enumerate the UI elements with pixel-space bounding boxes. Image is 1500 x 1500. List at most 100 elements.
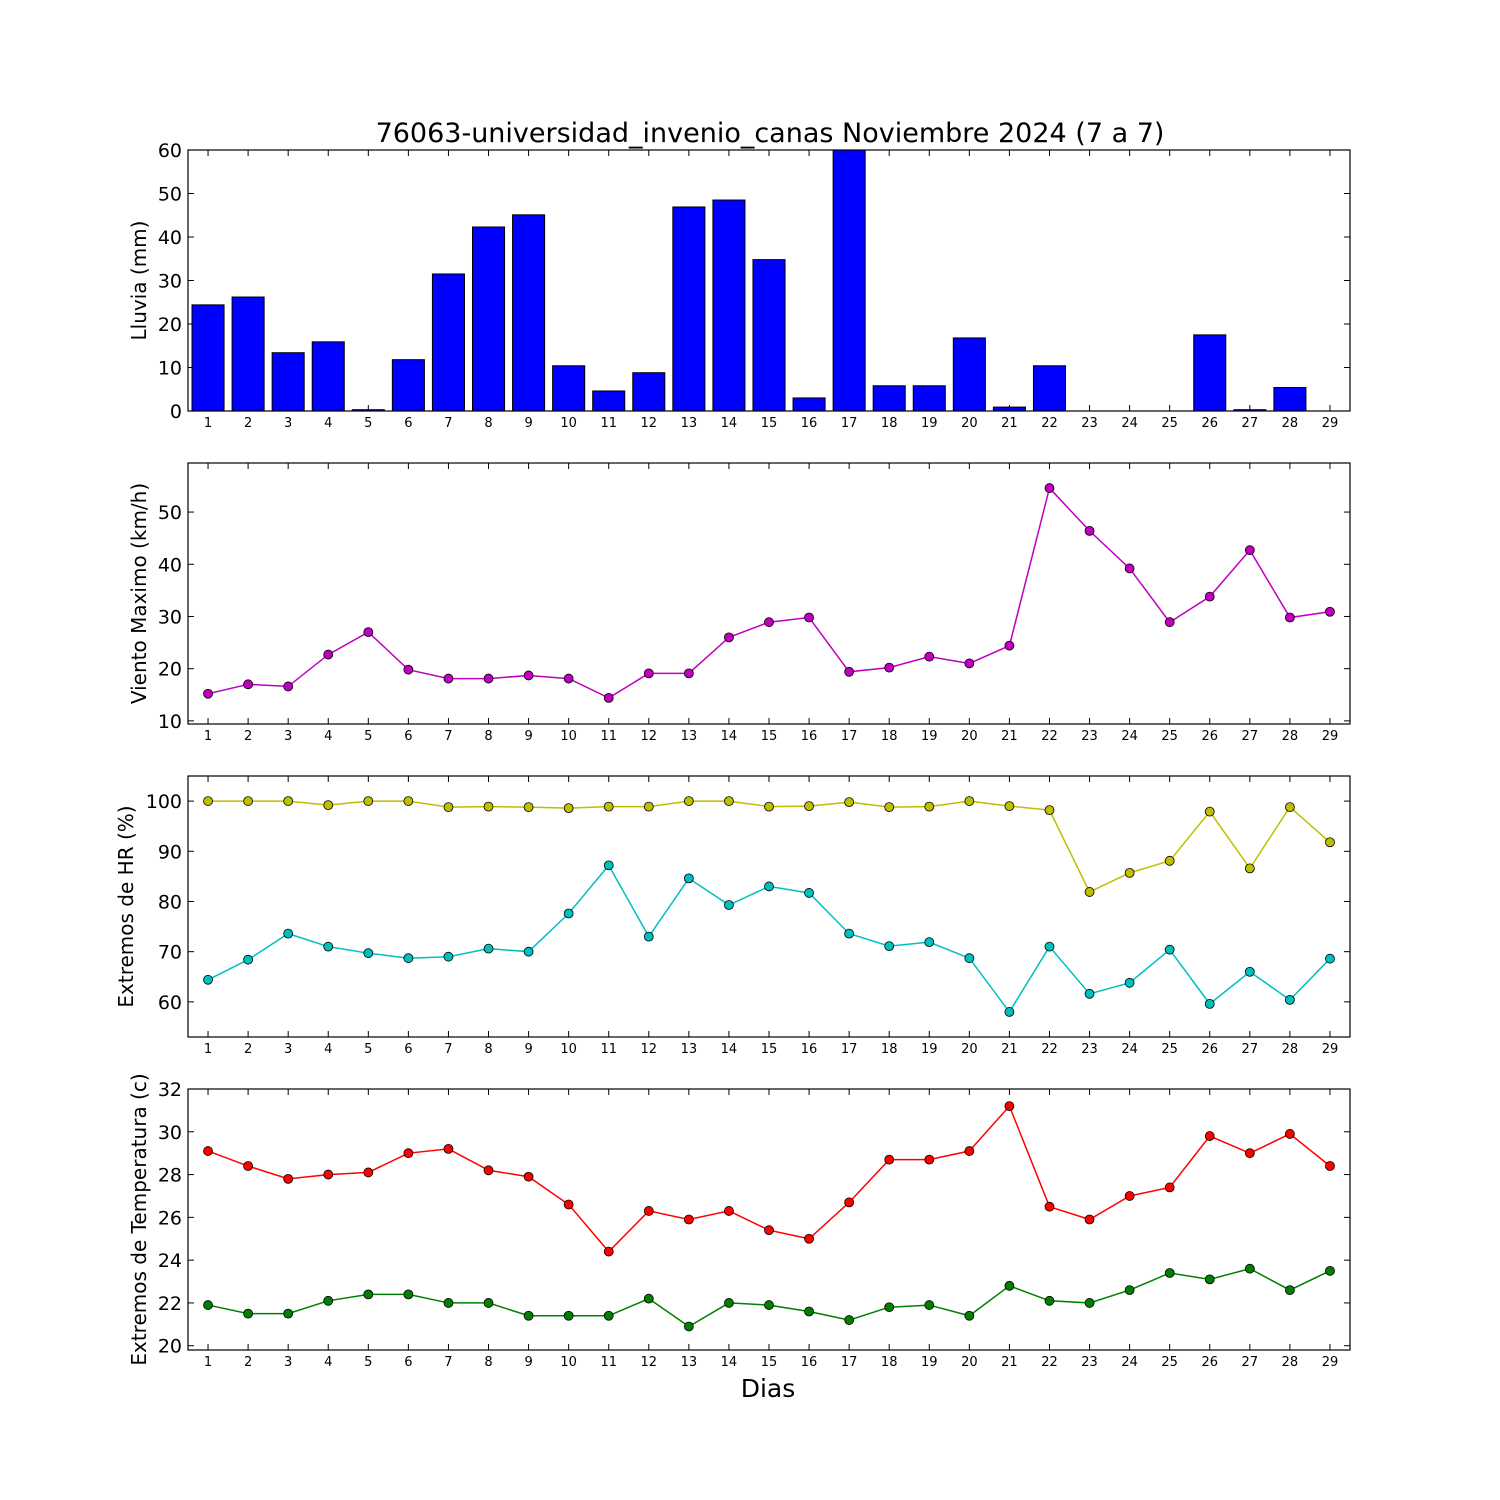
- x-tick-label: 14: [721, 1355, 738, 1370]
- point-day-13: [683, 1214, 694, 1225]
- point-day-10: [563, 1310, 574, 1321]
- point-day-18: [884, 662, 895, 673]
- x-tick-label: 11: [600, 1042, 617, 1057]
- x-tick-label: 24: [1121, 1042, 1138, 1057]
- point-day-3: [283, 928, 294, 939]
- x-tick-label: 27: [1242, 1355, 1259, 1370]
- point-day-10: [563, 673, 574, 684]
- y-tick-label: 80: [158, 891, 182, 913]
- point-day-29: [1325, 1161, 1335, 1171]
- x-tick-label: 4: [324, 1355, 332, 1370]
- point-day-15: [764, 617, 774, 628]
- x-tick-label: 3: [284, 416, 292, 431]
- x-tick-label: 25: [1161, 416, 1178, 431]
- x-tick-label: 10: [560, 1042, 577, 1057]
- point-day-11: [603, 801, 614, 812]
- x-tick-label: 10: [560, 1355, 577, 1370]
- point-day-16: [804, 888, 814, 898]
- x-tick-label: 21: [1001, 416, 1018, 431]
- bar-day-11: [592, 390, 626, 412]
- point-day-11: [603, 860, 614, 871]
- bar-day-7: [431, 273, 465, 412]
- point-day-20: [964, 953, 975, 964]
- y-axis-label: Viento Maximo (km/h): [127, 483, 151, 704]
- point-day-26: [1204, 1131, 1215, 1141]
- bar-day-17: [832, 149, 866, 412]
- point-day-9: [523, 1171, 534, 1182]
- x-tick-label: 15: [761, 1355, 778, 1370]
- point-day-8: [483, 943, 494, 954]
- y-tick-label: 70: [158, 942, 182, 964]
- x-tick-label: 5: [364, 1042, 372, 1057]
- x-tick-label: 6: [404, 1355, 412, 1370]
- x-tick-label: 20: [961, 729, 978, 744]
- point-day-22: [1044, 483, 1055, 493]
- x-tick-label: 8: [484, 416, 492, 431]
- x-tick-label: 18: [881, 416, 898, 431]
- x-tick-label: 24: [1121, 729, 1138, 744]
- point-day-18: [884, 802, 895, 813]
- y-tick-label: 50: [158, 184, 182, 206]
- x-tick-label: 9: [524, 416, 532, 431]
- point-day-26: [1204, 998, 1215, 1009]
- x-tick-label: 17: [841, 729, 858, 744]
- bar-day-28: [1273, 387, 1307, 412]
- point-day-17: [844, 797, 855, 807]
- point-day-14: [724, 632, 734, 643]
- x-tick-label: 11: [600, 1355, 617, 1370]
- point-day-9: [523, 946, 534, 957]
- bar-day-19: [912, 385, 946, 412]
- point-day-16: [804, 612, 814, 623]
- bar-day-26: [1193, 334, 1227, 412]
- point-day-27: [1244, 1263, 1255, 1274]
- point-day-12: [643, 668, 654, 679]
- point-day-4: [323, 1169, 334, 1180]
- point-day-17: [844, 928, 855, 939]
- x-tick-label: 9: [524, 1355, 532, 1370]
- y-tick-label: 10: [158, 711, 182, 733]
- x-tick-label: 6: [404, 729, 412, 744]
- point-day-20: [964, 796, 975, 806]
- x-tick-label: 2: [244, 729, 252, 744]
- x-tick-label: 22: [1041, 1355, 1058, 1370]
- x-tick-label: 19: [921, 416, 938, 431]
- point-day-1: [203, 688, 213, 699]
- bar-day-3: [271, 352, 305, 412]
- point-day-2: [243, 954, 254, 965]
- x-tick-label: 5: [364, 416, 372, 431]
- point-day-26: [1204, 806, 1215, 817]
- x-tick-label: 10: [560, 416, 577, 431]
- y-tick-label: 22: [158, 1293, 182, 1315]
- x-tick-label: 4: [324, 1042, 332, 1057]
- bar-day-4: [311, 341, 345, 412]
- point-day-24: [1124, 563, 1135, 574]
- point-day-6: [403, 664, 414, 675]
- point-day-23: [1084, 1298, 1095, 1308]
- bar-day-13: [672, 206, 706, 412]
- point-day-11: [603, 1310, 614, 1321]
- point-day-7: [443, 1144, 454, 1154]
- point-day-4: [323, 1295, 334, 1306]
- point-day-5: [363, 1289, 374, 1300]
- x-tick-label: 23: [1081, 1042, 1098, 1057]
- point-day-18: [884, 1154, 895, 1165]
- x-tick-label: 28: [1282, 729, 1299, 744]
- x-tick-label: 17: [841, 1355, 858, 1370]
- x-tick-label: 5: [364, 1355, 372, 1370]
- y-tick-label: 100: [146, 791, 182, 813]
- point-day-10: [563, 908, 574, 919]
- x-tick-label: 3: [284, 1355, 292, 1370]
- point-day-5: [363, 627, 374, 638]
- point-day-12: [643, 1293, 654, 1304]
- x-tick-label: 19: [921, 729, 938, 744]
- point-day-29: [1325, 837, 1335, 848]
- bar-day-12: [632, 372, 666, 412]
- x-tick-label: 6: [404, 416, 412, 431]
- x-tick-label: 8: [484, 1042, 492, 1057]
- x-tick-label: 28: [1282, 1355, 1299, 1370]
- y-tick-label: 50: [158, 502, 182, 524]
- x-tick-label: 3: [284, 729, 292, 744]
- point-day-4: [323, 800, 334, 811]
